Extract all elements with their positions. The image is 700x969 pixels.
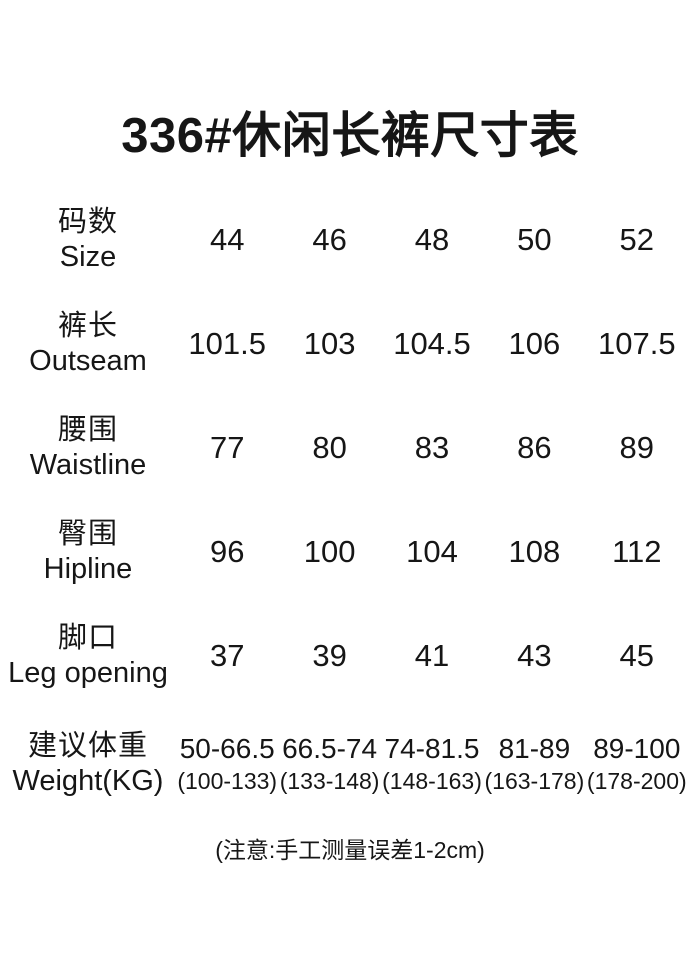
- table-row-outseam: 裤长 Outseam 101.5 103 104.5 106 107.5: [0, 292, 700, 396]
- hipline-value: 108: [508, 534, 561, 569]
- size-value: 52: [619, 222, 655, 257]
- waistline-value: 83: [414, 430, 450, 465]
- weight-range-jin: (133-148): [279, 768, 380, 794]
- row-label-en: Weight(KG): [12, 765, 164, 797]
- size-value: 46: [312, 222, 347, 257]
- table-row-size: 码数 Size 44 46 48 50 52: [0, 188, 700, 292]
- hipline-value: 100: [303, 534, 356, 569]
- leg-opening-value: 41: [414, 638, 450, 673]
- waistline-value: 89: [619, 430, 655, 465]
- row-label-en: Leg opening: [8, 657, 168, 689]
- table-row-leg-opening: 脚口 Leg opening 37 39 41 43 45: [0, 604, 700, 708]
- leg-opening-value: 39: [312, 638, 347, 673]
- measurement-note: (注意:手工测量误差1-2cm): [215, 837, 485, 863]
- weight-range-jin: (163-178): [484, 768, 585, 794]
- weight-range-kg: 50-66.5: [179, 733, 275, 764]
- row-label-en: Waistline: [29, 449, 147, 481]
- waistline-value: 77: [209, 430, 245, 465]
- leg-opening-value: 45: [619, 638, 655, 673]
- leg-opening-value: 43: [517, 638, 552, 673]
- row-label-cn: 建议体重: [27, 730, 148, 762]
- table-row-weight: 建议体重 Weight(KG) 50-66.5 (100-133) 66.5-7…: [0, 708, 700, 820]
- row-label-en: Hipline: [43, 553, 133, 585]
- row-label-cn: 臀围: [57, 518, 118, 550]
- weight-value: 81-89 (163-178): [483, 733, 585, 795]
- outseam-value: 107.5: [598, 326, 676, 361]
- row-label-cn: 裤长: [57, 310, 118, 342]
- hipline-value: 104: [406, 534, 458, 569]
- row-label-cn: 腰围: [57, 414, 118, 446]
- weight-value: 66.5-74 (133-148): [278, 733, 380, 795]
- outseam-value: 106: [508, 326, 561, 361]
- row-label-outseam: 裤长 Outseam: [0, 309, 176, 379]
- row-label-cn: 码数: [57, 206, 118, 238]
- size-value: 44: [209, 222, 245, 257]
- weight-range-jin: (178-200): [586, 768, 687, 794]
- size-value: 50: [517, 222, 552, 257]
- waistline-value: 80: [312, 430, 347, 465]
- table-row-hipline: 臀围 Hipline 96 100 104 108 112: [0, 500, 700, 604]
- size-value: 48: [414, 222, 450, 257]
- weight-value: 74-81.5 (148-163): [381, 733, 483, 795]
- row-label-size: 码数 Size: [0, 205, 176, 275]
- weight-range-kg: 81-89: [498, 733, 571, 764]
- row-label-cn: 脚口: [57, 622, 118, 654]
- size-table: 码数 Size 44 46 48 50 52 裤长 Outseam 101.5 …: [0, 188, 700, 820]
- weight-range-kg: 89-100: [593, 733, 681, 764]
- weight-range-kg: 66.5-74: [282, 733, 378, 764]
- row-label-en: Outseam: [29, 345, 147, 377]
- outseam-value: 101.5: [188, 326, 266, 361]
- hipline-value: 112: [612, 534, 662, 569]
- leg-opening-value: 37: [209, 638, 245, 673]
- weight-range-jin: (100-133): [177, 768, 278, 794]
- outseam-value: 103: [303, 326, 356, 361]
- row-label-en: Size: [59, 241, 117, 273]
- row-label-weight: 建议体重 Weight(KG): [0, 729, 176, 799]
- table-row-waistline: 腰围 Waistline 77 80 83 86 89: [0, 396, 700, 500]
- row-label-hipline: 臀围 Hipline: [0, 517, 176, 587]
- outseam-value: 104.5: [393, 326, 471, 361]
- hipline-value: 96: [209, 534, 245, 569]
- row-label-waistline: 腰围 Waistline: [0, 413, 176, 483]
- weight-value: 89-100 (178-200): [586, 733, 688, 795]
- row-label-leg-opening: 脚口 Leg opening: [0, 621, 176, 691]
- page-title: 336#休闲长裤尺寸表: [121, 109, 579, 163]
- waistline-value: 86: [517, 430, 552, 465]
- weight-range-kg: 74-81.5: [384, 733, 480, 764]
- weight-range-jin: (148-163): [382, 768, 482, 794]
- weight-value: 50-66.5 (100-133): [176, 733, 278, 795]
